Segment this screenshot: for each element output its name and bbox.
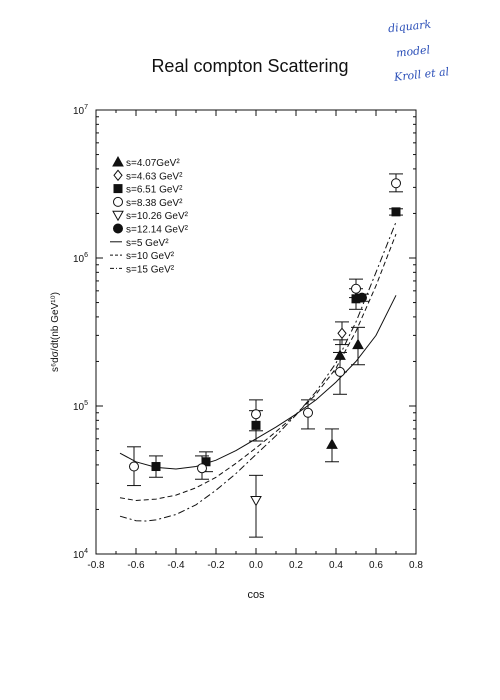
data-point — [129, 461, 139, 472]
data-point — [337, 327, 347, 340]
data-point — [303, 407, 313, 418]
marker-shape — [337, 327, 347, 340]
marker-shape — [129, 461, 139, 472]
x-tick-label: -0.4 — [167, 560, 185, 571]
x-tick-label: 0.4 — [329, 560, 343, 571]
legend-label: s=4.07GeV² — [126, 158, 180, 169]
marker-shape — [151, 462, 161, 472]
marker-shape — [197, 463, 207, 474]
x-tick-label: 0.2 — [289, 560, 303, 571]
y-tick-label: 104 — [73, 548, 88, 561]
x-tick-label: -0.6 — [127, 560, 145, 571]
legend: s=4.07GeV² s=4.63 GeV² s=6.51 GeV² s=8.38 G… — [110, 155, 189, 275]
data-point — [251, 409, 261, 420]
data-point — [197, 463, 207, 474]
marker-shape — [335, 366, 345, 377]
marker-shape — [113, 184, 123, 194]
marker-shape — [391, 207, 401, 217]
chart-title: Real compton Scattering — [151, 56, 349, 76]
marker-shape — [112, 155, 124, 167]
marker-shape — [113, 196, 123, 207]
marker-shape — [357, 292, 367, 303]
data-point — [326, 438, 338, 449]
legend-label: s=6.51 GeV² — [126, 185, 183, 196]
legend-marker — [113, 196, 123, 207]
x-tick-label: -0.2 — [207, 560, 225, 571]
marker-shape — [326, 438, 338, 449]
axes: -0.8 -0.6 -0.4 -0.2 0.0 0.2 0.4 0.6 0.8 104 105 106… — [73, 104, 423, 571]
data-point — [352, 338, 364, 350]
data-point — [391, 207, 401, 217]
legend-label: s=10 GeV² — [126, 251, 175, 262]
marker-shape — [113, 223, 123, 234]
model-curve — [119, 221, 397, 522]
x-tick-label: 0.6 — [369, 560, 383, 571]
data-point — [250, 495, 262, 507]
legend-marker — [112, 210, 124, 222]
y-axis-label: s⁶dσ/dt(nb GeV¹⁰) — [50, 292, 61, 372]
marker-shape — [251, 409, 261, 420]
data-point — [335, 366, 345, 377]
data-point — [351, 283, 361, 294]
marker-shape — [303, 407, 313, 418]
legend-label: s=5 GeV² — [126, 238, 169, 249]
legend-marker — [112, 155, 124, 167]
y-tick-label: 105 — [73, 400, 88, 413]
x-tick-label: -0.8 — [87, 560, 105, 571]
marker-shape — [391, 178, 401, 189]
data-point — [391, 178, 401, 189]
marker-shape — [250, 495, 262, 507]
legend-label: s=8.38 GeV² — [126, 198, 183, 209]
legend-label: s=12.14 GeV² — [126, 225, 189, 236]
data-points — [127, 173, 403, 538]
legend-marker — [113, 223, 123, 234]
x-tick-label: 0.0 — [249, 560, 263, 571]
model-curve — [119, 233, 397, 502]
x-axis-label: cos — [247, 589, 265, 601]
legend-label: s=15 GeV² — [126, 264, 175, 275]
marker-shape — [351, 283, 361, 294]
marker-shape — [112, 210, 124, 222]
marker-shape — [352, 338, 364, 350]
y-tick-label: 106 — [73, 252, 88, 265]
legend-label: s=4.63 GeV² — [126, 171, 183, 182]
legend-label: s=10.26 GeV² — [126, 211, 189, 222]
y-tick-label: 107 — [73, 104, 88, 117]
legend-marker — [113, 169, 123, 182]
x-tick-label: 0.8 — [409, 560, 423, 571]
marker-shape — [113, 169, 123, 182]
model-curve — [119, 295, 397, 470]
data-point — [357, 292, 367, 303]
data-point — [151, 462, 161, 472]
legend-marker — [113, 184, 123, 194]
